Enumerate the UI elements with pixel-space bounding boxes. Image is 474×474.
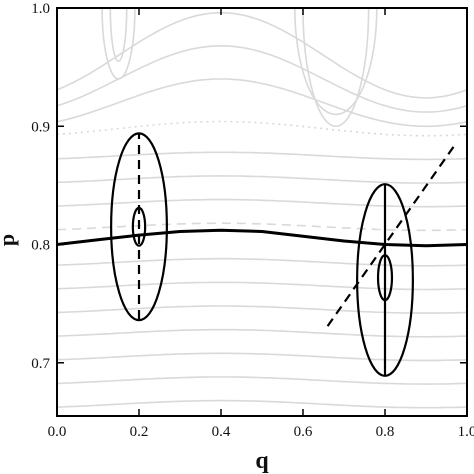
contour-island: [302, 8, 370, 128]
contour-line: [57, 376, 467, 385]
x-tick-label: 0.0: [48, 424, 67, 440]
contour-line-dotted: [57, 120, 467, 137]
contour-line: [57, 198, 467, 208]
x-tick-label: 0.2: [130, 424, 149, 440]
axis-ticks: 0.0 0.2 0.4 0.6 0.8 1.0 0.7 0.8 0.9 1.0: [31, 1, 474, 440]
y-tick-label: 1.0: [31, 1, 50, 17]
x-tick-label: 0.8: [376, 424, 395, 440]
contour-line: [57, 399, 467, 409]
contour-line: [57, 305, 467, 314]
uncertainty-ellipse: [110, 132, 168, 322]
y-axis-label: p: [0, 234, 19, 246]
contour-line: [57, 352, 467, 362]
contour-island: [109, 8, 128, 63]
main-curve: [57, 228, 467, 248]
x-tick-label: 1.0: [458, 424, 474, 440]
contour-line-upper: [57, 11, 467, 99]
contour-line-upper: [57, 78, 467, 128]
x-tick-label: 0.4: [212, 424, 231, 440]
x-tick-label: 0.6: [294, 424, 313, 440]
y-tick-label: 0.9: [31, 119, 50, 135]
contour-island: [101, 8, 136, 80]
contour-island: [294, 8, 378, 116]
y-tick-label: 0.7: [31, 356, 50, 372]
background-contours: [57, 8, 467, 409]
contour-line: [57, 151, 467, 161]
contour-line: [57, 281, 467, 291]
y-tick-label: 0.8: [31, 238, 50, 254]
contour-line-dashed: [57, 222, 467, 232]
contour-line: [57, 175, 467, 184]
plot-frame: [56, 7, 468, 417]
contour-line: [57, 328, 467, 338]
x-axis-label: q: [255, 448, 269, 474]
dashed-segment: [326, 144, 456, 327]
main-marks: [57, 132, 467, 377]
contour-line: [57, 257, 467, 267]
contour-line-upper: [57, 44, 467, 113]
